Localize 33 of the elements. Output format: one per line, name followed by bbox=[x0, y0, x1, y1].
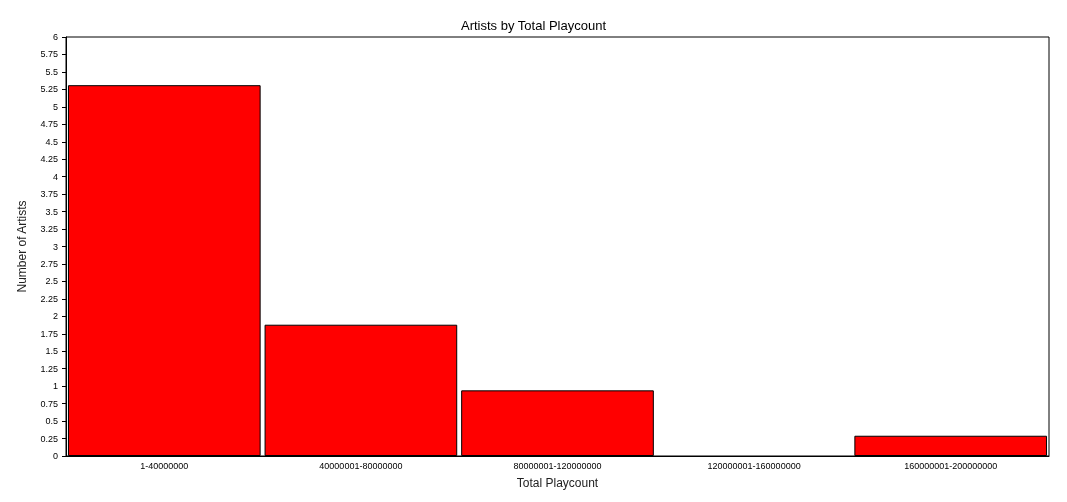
y-tick-label: 2.25 bbox=[40, 293, 58, 304]
y-tick-label: 0.75 bbox=[40, 398, 58, 409]
x-tick-label: 1-40000000 bbox=[140, 460, 189, 471]
x-tick-label: 40000001-80000000 bbox=[319, 460, 403, 471]
x-tick-label: 120000001-160000000 bbox=[707, 460, 801, 471]
y-tick-label: 4.75 bbox=[40, 119, 58, 130]
y-tick-label: 5 bbox=[52, 101, 58, 112]
x-tick-label: 80000001-120000000 bbox=[513, 460, 602, 471]
y-tick-label: 3.25 bbox=[40, 224, 58, 235]
y-tick-label: 4.25 bbox=[40, 154, 58, 165]
x-tick-label: 160000001-200000000 bbox=[904, 460, 998, 471]
y-tick-label: 6 bbox=[52, 32, 58, 42]
y-tick-label: 1.25 bbox=[40, 363, 58, 374]
y-tick-label: 3.5 bbox=[45, 206, 58, 217]
y-tick-label: 5.5 bbox=[45, 66, 58, 77]
y-tick-label: 5.75 bbox=[40, 49, 58, 60]
y-tick-label: 5.25 bbox=[40, 84, 58, 95]
x-axis-title: Total Playcount bbox=[516, 476, 599, 490]
y-tick-label: 1.5 bbox=[45, 346, 58, 357]
y-tick-label: 1 bbox=[52, 381, 58, 392]
chart-title: Artists by Total Playcount bbox=[461, 18, 607, 33]
y-tick-label: 3.75 bbox=[40, 189, 58, 200]
y-tick-label: 4.5 bbox=[45, 136, 58, 147]
y-tick-label: 0.25 bbox=[40, 433, 58, 444]
y-tick-label: 4 bbox=[52, 171, 58, 182]
y-tick-label: 3 bbox=[52, 241, 58, 252]
y-tick-label: 0.5 bbox=[45, 416, 58, 427]
y-tick-label: 1.75 bbox=[40, 328, 58, 339]
y-axis-title: Number of Artists bbox=[15, 200, 29, 293]
y-tick-label: 2 bbox=[52, 311, 58, 322]
y-tick-label: 0 bbox=[52, 451, 58, 461]
y-tick-label: 2.5 bbox=[45, 276, 58, 287]
y-tick-label: 2.75 bbox=[40, 258, 58, 269]
